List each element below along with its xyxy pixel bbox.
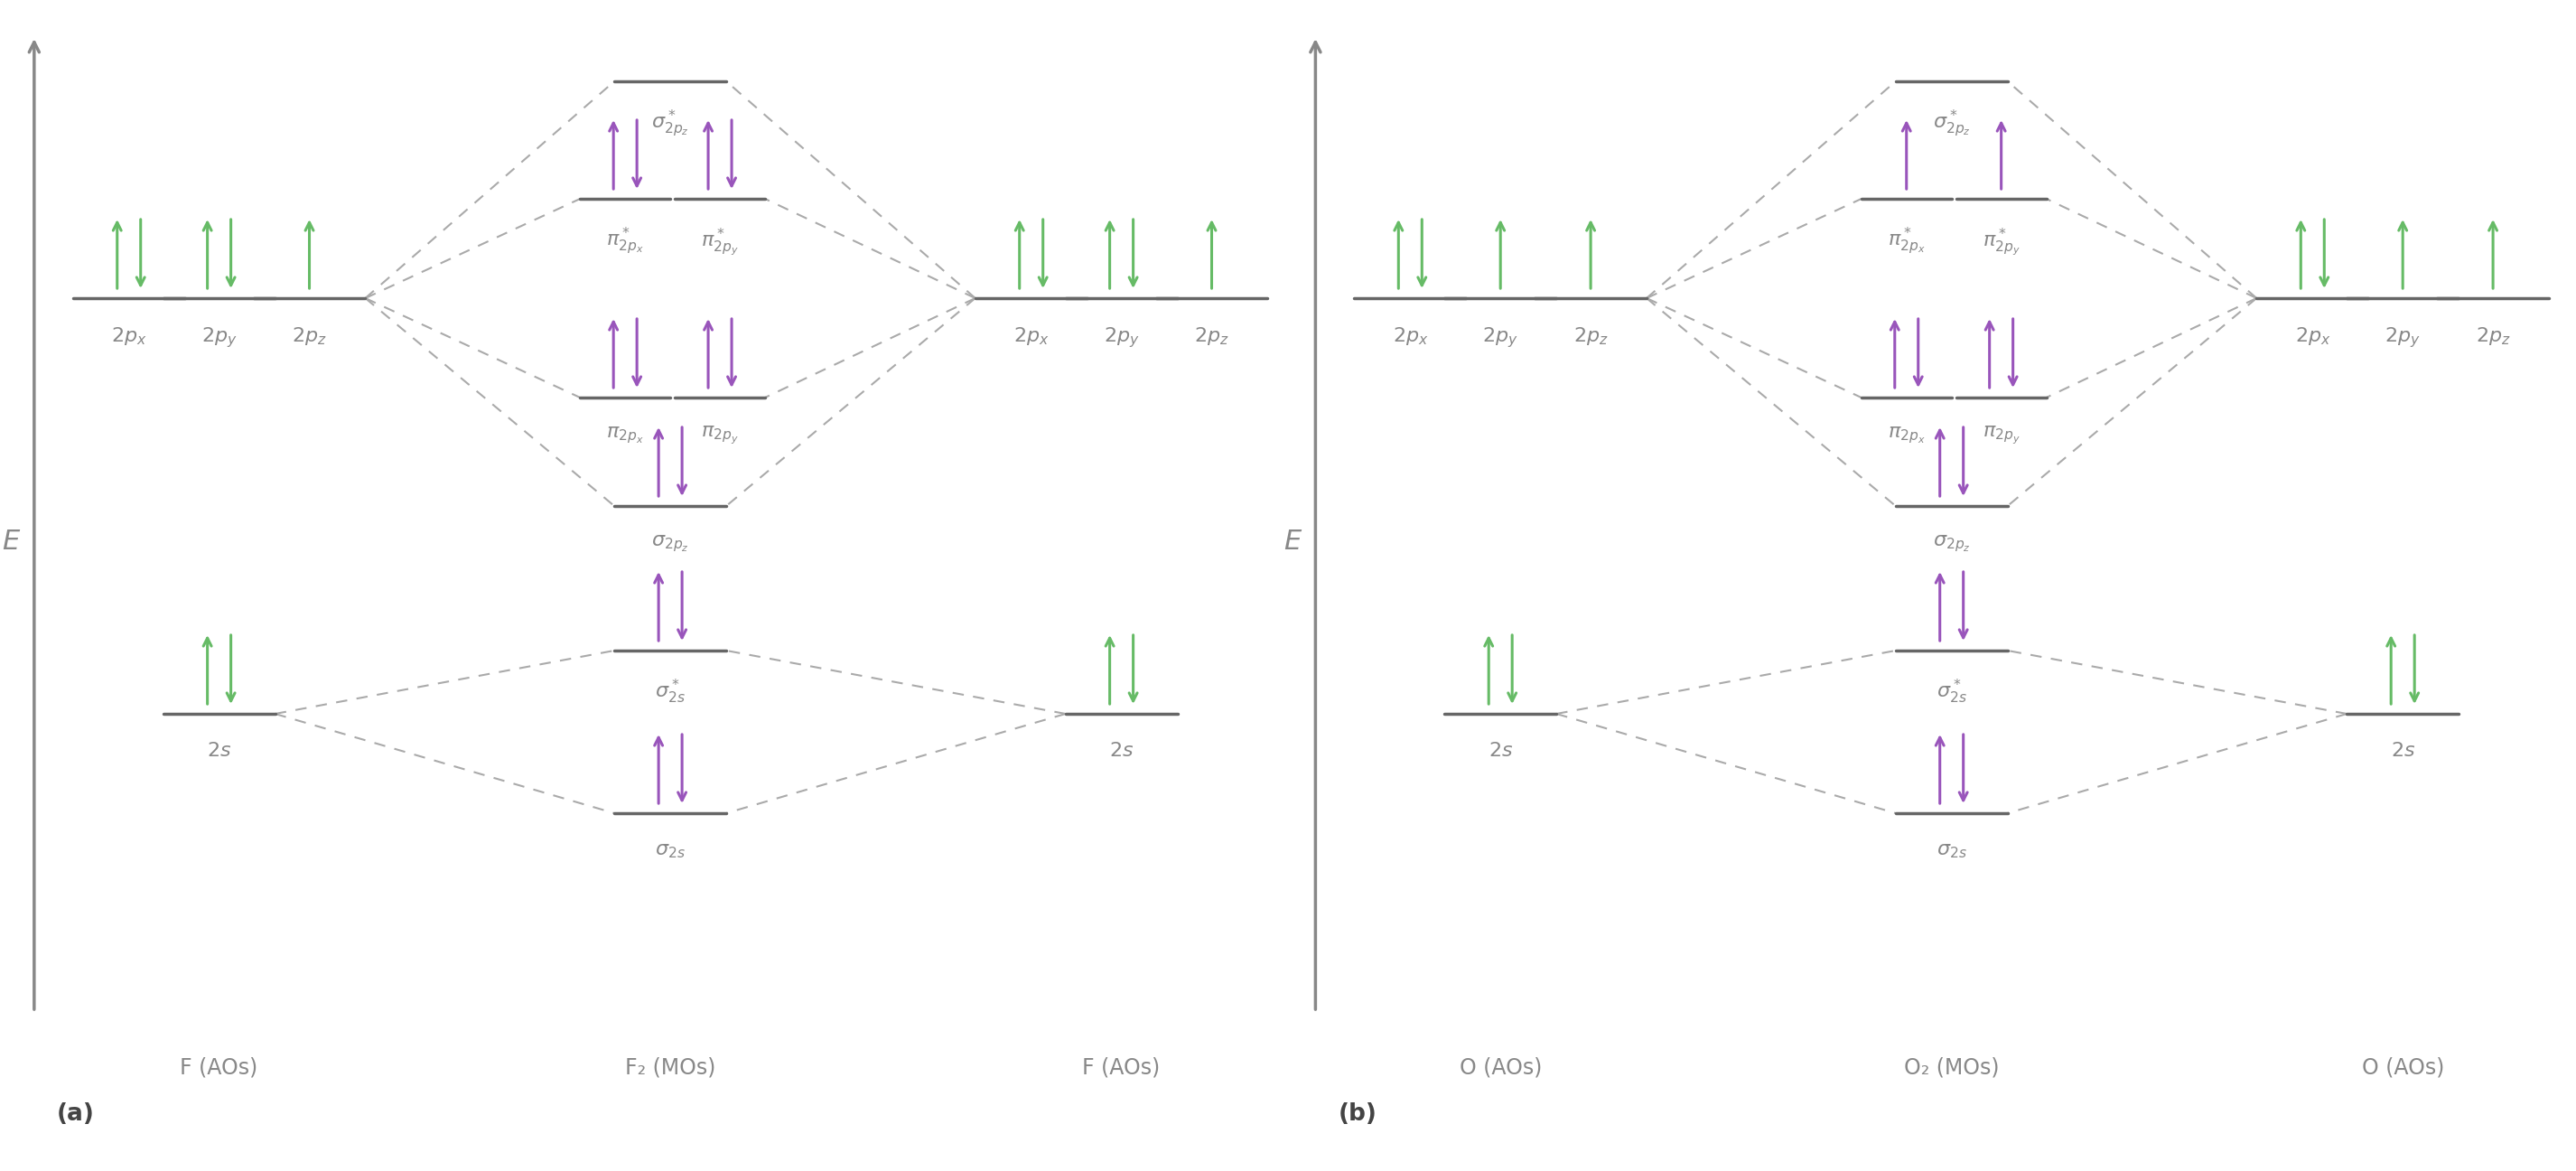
Text: $\sigma^*_{2p_z}$: $\sigma^*_{2p_z}$: [1932, 109, 1971, 139]
Text: $2p_y$: $2p_y$: [1484, 326, 1517, 349]
Text: $2p_y$: $2p_y$: [2385, 326, 2421, 349]
Text: $2p_z$: $2p_z$: [291, 326, 327, 347]
Text: $\sigma_{2p_z}$: $\sigma_{2p_z}$: [652, 533, 690, 554]
Text: F (AOs): F (AOs): [180, 1057, 258, 1078]
Text: $\sigma^*_{2s}$: $\sigma^*_{2s}$: [1937, 678, 1968, 706]
Text: O (AOs): O (AOs): [1458, 1057, 1540, 1078]
Text: $2p_x$: $2p_x$: [1394, 326, 1427, 347]
Text: $\pi_{2p_x}$: $\pi_{2p_x}$: [1888, 425, 1924, 445]
Text: $\sigma_{2s}$: $\sigma_{2s}$: [1937, 841, 1968, 861]
Text: $\pi_{2p_y}$: $\pi_{2p_y}$: [701, 425, 739, 446]
Text: $2s$: $2s$: [1489, 741, 1512, 761]
Text: $E$: $E$: [3, 529, 21, 555]
Text: $\pi_{2p_x}$: $\pi_{2p_x}$: [605, 425, 644, 445]
Text: $\pi^*_{2p_x}$: $\pi^*_{2p_x}$: [1888, 226, 1924, 256]
Text: $\pi^*_{2p_y}$: $\pi^*_{2p_y}$: [1984, 226, 2020, 258]
Text: $2s$: $2s$: [1110, 741, 1133, 761]
Text: $\pi^*_{2p_y}$: $\pi^*_{2p_y}$: [701, 226, 739, 258]
Text: $2s$: $2s$: [2391, 741, 2416, 761]
Text: $\sigma^*_{2p_z}$: $\sigma^*_{2p_z}$: [652, 109, 690, 139]
Text: $2p_x$: $2p_x$: [111, 326, 147, 347]
Text: $\pi^*_{2p_x}$: $\pi^*_{2p_x}$: [605, 226, 644, 256]
Text: O (AOs): O (AOs): [2362, 1057, 2445, 1078]
Text: $\sigma_{2p_z}$: $\sigma_{2p_z}$: [1932, 533, 1971, 554]
Text: $\sigma_{2s}$: $\sigma_{2s}$: [654, 841, 685, 861]
Text: $\pi_{2p_y}$: $\pi_{2p_y}$: [1984, 425, 2020, 446]
Text: $2p_y$: $2p_y$: [1103, 326, 1139, 349]
Text: F₂ (MOs): F₂ (MOs): [626, 1057, 716, 1078]
Text: $2p_x$: $2p_x$: [2295, 326, 2331, 347]
Text: O₂ (MOs): O₂ (MOs): [1904, 1057, 1999, 1078]
Text: $2s$: $2s$: [206, 741, 232, 761]
Text: $2p_y$: $2p_y$: [201, 326, 237, 349]
Text: F (AOs): F (AOs): [1082, 1057, 1159, 1078]
Text: $\sigma^*_{2s}$: $\sigma^*_{2s}$: [654, 678, 685, 706]
Text: (b): (b): [1337, 1102, 1376, 1125]
Text: $2p_z$: $2p_z$: [2476, 326, 2512, 347]
Text: $2p_x$: $2p_x$: [1012, 326, 1048, 347]
Text: (a): (a): [57, 1102, 95, 1125]
Text: $2p_z$: $2p_z$: [1574, 326, 1607, 347]
Text: $2p_z$: $2p_z$: [1195, 326, 1229, 347]
Text: $E$: $E$: [1283, 529, 1303, 555]
